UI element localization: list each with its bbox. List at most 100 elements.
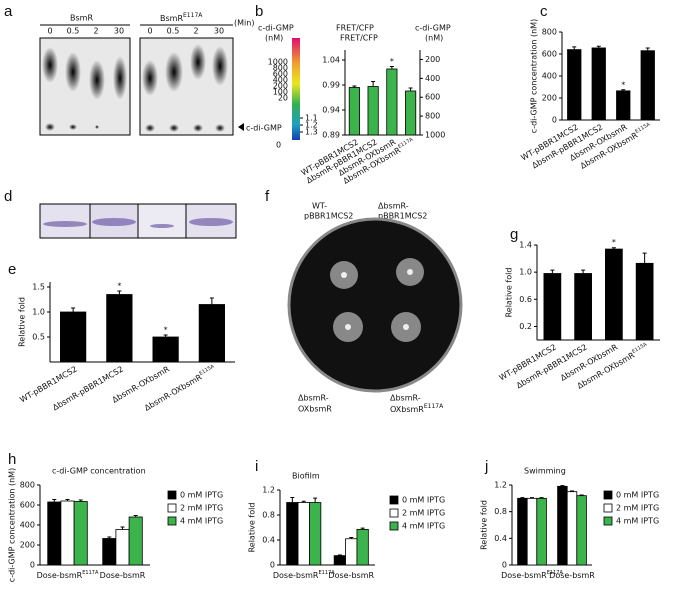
legend-swatch (603, 490, 613, 500)
y-tick-label: 0.8 (494, 507, 507, 516)
y2-tick-label: 600 (425, 93, 440, 102)
colonies (341, 269, 413, 330)
y-tick-label: 800 (20, 481, 35, 490)
colorbar-title: c-di-GMP (258, 24, 294, 33)
error-bar (539, 497, 544, 499)
category-superscript: E117A (547, 570, 564, 576)
y-tick-label: 0.4 (262, 536, 275, 545)
biofilm-wells (39, 203, 237, 239)
error-bar (408, 87, 413, 91)
colorbar-tick: 1.1 (305, 114, 318, 123)
panel-label: b (255, 3, 263, 20)
category-text: Dose-bsmR (100, 571, 146, 580)
error-bar (301, 500, 306, 503)
error-bar (117, 290, 122, 295)
bar (297, 502, 310, 566)
error-bar (611, 247, 616, 250)
significance: * (164, 326, 168, 335)
error-bar (530, 497, 534, 499)
time-label: 0.5 (167, 27, 180, 36)
bar (106, 294, 133, 363)
plate-label: WT- (312, 202, 327, 211)
time-label: 0 (147, 27, 152, 36)
colorbar-tick: 1.3 (305, 128, 318, 137)
x-tick-label: Dose-bsmR (100, 571, 146, 580)
y-axis-label: Relative fold (18, 297, 27, 347)
lane-title: BsmR (70, 14, 93, 23)
bar (309, 502, 322, 566)
y-axis-label: Relative fold (505, 268, 514, 318)
bar (574, 273, 592, 341)
y-tick-label: 1.5 (32, 283, 45, 292)
time-label: 2 (93, 27, 98, 36)
y-tick-label: 0 (30, 561, 35, 570)
legend-label: 0 mM IPTG (180, 491, 223, 500)
y2-axis-label: c-di-GMP (415, 24, 451, 33)
category-superscript: E115A (631, 341, 648, 355)
legend-label: 2 mM IPTG (402, 509, 445, 518)
bar (367, 86, 379, 136)
y2-tick-label: 400 (425, 74, 440, 83)
y2-tick-label: 200 (425, 55, 440, 64)
error-bar (371, 81, 376, 87)
error-bar (645, 47, 650, 51)
category-superscript: E117A (397, 136, 414, 150)
y-tick-label: 200 (20, 541, 35, 550)
bar (526, 497, 538, 566)
panel-label: j (484, 458, 488, 475)
plate-label: ΔbsmR- (298, 394, 329, 403)
legend-swatch (167, 516, 177, 526)
chart-title: Biofilm (292, 472, 320, 481)
error-bar (520, 497, 525, 499)
panel-label: i (255, 458, 258, 475)
x-tick-label: Dose-bsmR (328, 571, 374, 580)
significance: * (390, 57, 394, 66)
y-tick-label: 400 (542, 72, 557, 81)
legend-swatch (603, 516, 613, 526)
bar (345, 538, 358, 566)
error-bar (349, 537, 354, 539)
legend-label: 2 mM IPTG (180, 504, 223, 513)
band-label: c-di-GMP (246, 124, 282, 133)
bar (348, 87, 360, 136)
category-superscript: E117A (82, 570, 99, 576)
panel-label: g (510, 226, 518, 243)
y-tick-label: 600 (20, 501, 35, 510)
bar (60, 311, 87, 363)
x-tick-label: Dose-bsmR (549, 571, 595, 580)
category-text: Dose-bsmR (328, 571, 374, 580)
time-label: 30 (114, 27, 124, 36)
error-bar (313, 497, 318, 503)
panel-label: d (4, 188, 12, 205)
colorbar-tick: 100 (273, 88, 288, 97)
category-text: Dose-bsmR (549, 571, 595, 580)
x-tick-label: ΔbsmR-OXbsmRE115A (142, 363, 218, 412)
y-tick-label: 1.2 (262, 486, 275, 495)
error-bar (642, 252, 647, 264)
significance: * (117, 282, 121, 291)
colorbar-ratio: FRET/CFP (336, 24, 374, 33)
category-superscript: E115A (198, 363, 215, 377)
y-tick-label: 0.2 (519, 322, 532, 331)
time-label: 0.5 (67, 27, 80, 36)
y-tick-label: 600 (542, 50, 557, 59)
bar (543, 273, 562, 341)
bar (640, 50, 655, 121)
chart-title: Swimming (524, 467, 566, 476)
y-tick-label: 0.99 (322, 81, 340, 90)
bar (517, 497, 528, 566)
time-unit: (Min) (234, 19, 254, 28)
bar (198, 304, 225, 363)
category-text: Dose-bsmR (37, 571, 83, 580)
band-arrow (238, 123, 244, 131)
y-tick-label: 200 (542, 94, 557, 103)
bar (73, 501, 88, 566)
error-bar (78, 499, 83, 502)
legend-label: 2 mM IPTG (616, 504, 659, 513)
legend-swatch (167, 503, 177, 513)
error-bar (71, 307, 76, 312)
colorbar-tick: 20 (278, 94, 288, 103)
chart-title: c-di-GMP concentration (52, 467, 146, 476)
panel-label: f (265, 188, 270, 205)
x-tick-label: Dose-bsmRE117A (37, 570, 99, 580)
